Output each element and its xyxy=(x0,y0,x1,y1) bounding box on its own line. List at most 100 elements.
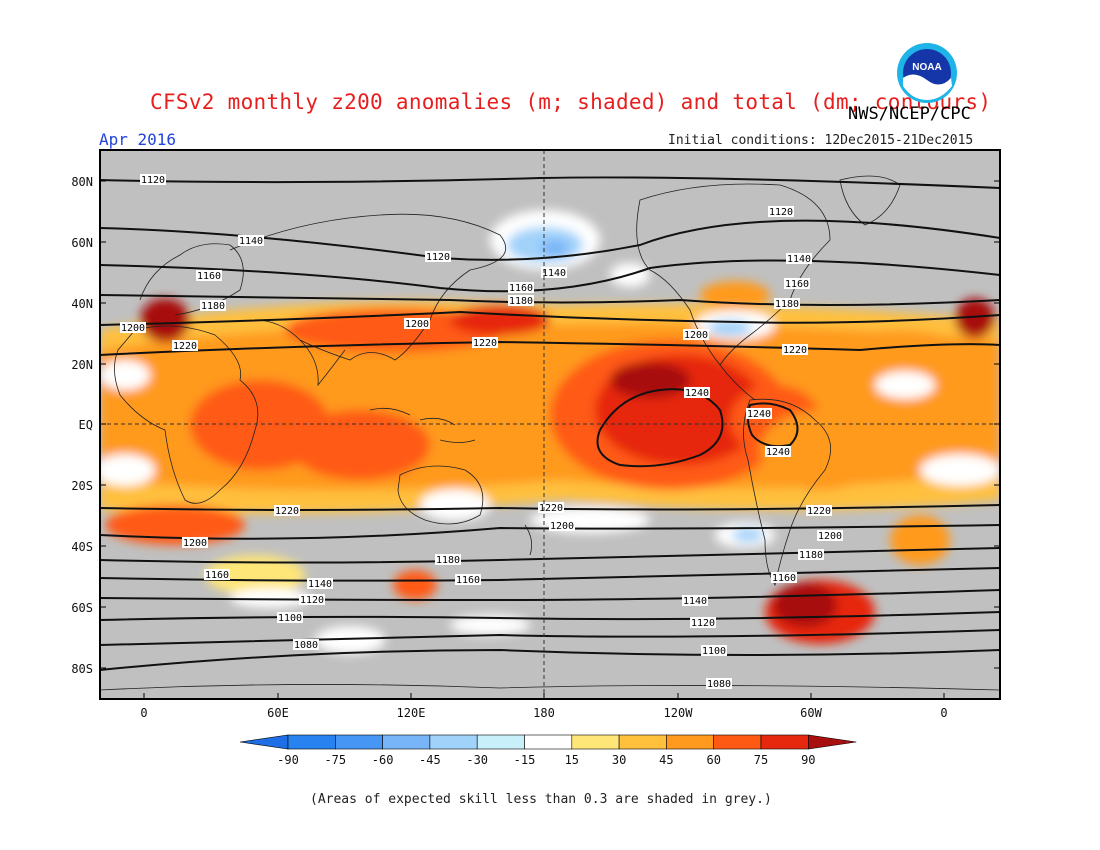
svg-text:1160: 1160 xyxy=(785,279,809,290)
svg-text:1200: 1200 xyxy=(550,521,574,532)
svg-text:1080: 1080 xyxy=(707,679,731,690)
contour-label: 1160 xyxy=(784,278,810,290)
contour-label: 1120 xyxy=(425,251,451,263)
lon-label: 120W xyxy=(664,706,694,720)
forecast-month: Apr 2016 xyxy=(99,130,177,149)
lon-label: 60W xyxy=(800,706,822,720)
svg-text:1220: 1220 xyxy=(173,341,197,352)
svg-text:1200: 1200 xyxy=(405,319,429,330)
lat-label: 40N xyxy=(71,297,93,311)
svg-text:1160: 1160 xyxy=(456,575,480,586)
svg-text:NOAA: NOAA xyxy=(912,62,941,73)
colorbar-tick-label: -45 xyxy=(419,753,441,767)
colorbar-segment xyxy=(713,734,762,750)
svg-text:1180: 1180 xyxy=(201,301,225,312)
colorbar-tick-label: 15 xyxy=(565,753,579,767)
contour-label: 1100 xyxy=(277,612,303,624)
lat-label: 80N xyxy=(71,175,93,189)
contour-label: 1240 xyxy=(746,408,772,420)
svg-text:1200: 1200 xyxy=(684,330,708,341)
contour-label: 1200 xyxy=(120,322,146,334)
color-bar: -90 -75 -60 -45 -30 -15 15 30 45 60 75 90 xyxy=(239,734,857,767)
svg-text:1100: 1100 xyxy=(702,646,726,657)
svg-text:1160: 1160 xyxy=(509,283,533,294)
contour-label: 1180 xyxy=(798,549,824,561)
svg-text:1220: 1220 xyxy=(539,503,563,514)
lat-label: 40S xyxy=(71,540,93,554)
svg-text:1140: 1140 xyxy=(683,596,707,607)
contour-label: 1220 xyxy=(806,505,832,517)
lon-label: 0 xyxy=(140,706,147,720)
contour-label: 1200 xyxy=(182,537,208,549)
svg-text:1240: 1240 xyxy=(747,409,771,420)
svg-text:1120: 1120 xyxy=(141,175,165,186)
coastlines xyxy=(100,175,1000,691)
colorbar-tick-label: 45 xyxy=(659,753,673,767)
longitude-axis: 0 60E 120E 180 120W 60W 0 xyxy=(140,706,947,720)
colorbar-arrow-high xyxy=(807,734,857,750)
contour-label: 1140 xyxy=(786,253,812,265)
contour-label: 1160 xyxy=(771,572,797,584)
colorbar-segment xyxy=(476,734,525,750)
contour-label: 1100 xyxy=(701,645,727,657)
lat-label: 20N xyxy=(71,358,93,372)
colorbar-segment xyxy=(666,734,715,750)
svg-text:1140: 1140 xyxy=(308,579,332,590)
contour-label: 1240 xyxy=(684,387,710,399)
contour-label: 1120 xyxy=(690,617,716,629)
colorbar-tick-label: -15 xyxy=(514,753,536,767)
contour-label: 1120 xyxy=(140,174,166,186)
svg-text:1200: 1200 xyxy=(818,531,842,542)
svg-text:1200: 1200 xyxy=(183,538,207,549)
svg-text:1220: 1220 xyxy=(275,506,299,517)
svg-text:1160: 1160 xyxy=(197,271,221,282)
svg-text:1180: 1180 xyxy=(799,550,823,561)
lon-label: 60E xyxy=(267,706,289,720)
lat-label: 60N xyxy=(71,236,93,250)
contour-label: 1140 xyxy=(238,235,264,247)
colorbar-tick-label: -75 xyxy=(324,753,346,767)
svg-text:1220: 1220 xyxy=(783,345,807,356)
lat-label: EQ xyxy=(79,418,93,432)
svg-text:1140: 1140 xyxy=(239,236,263,247)
colorbar-segment xyxy=(760,734,809,750)
initial-conditions: Initial conditions: 12Dec2015-21Dec2015 xyxy=(668,133,974,148)
contour-label: 1220 xyxy=(782,344,808,356)
noaa-logo: NOAA xyxy=(897,43,957,103)
contour-label: 1120 xyxy=(768,206,794,218)
lat-label: 80S xyxy=(71,662,93,676)
svg-text:1120: 1120 xyxy=(426,252,450,263)
lon-label: 180 xyxy=(533,706,555,720)
colorbar-segment xyxy=(618,734,667,750)
colorbar-segment xyxy=(524,734,573,750)
contour-label: 1180 xyxy=(508,295,534,307)
colorbar-tick-label: -90 xyxy=(277,753,299,767)
colorbar-tick-label: -60 xyxy=(372,753,394,767)
lat-label: 60S xyxy=(71,601,93,615)
contour-label: 1120 xyxy=(299,594,325,606)
contour-label: 1180 xyxy=(435,554,461,566)
svg-text:1100: 1100 xyxy=(278,613,302,624)
svg-text:1160: 1160 xyxy=(772,573,796,584)
contour-label: 1160 xyxy=(508,282,534,294)
contour-label: 1200 xyxy=(404,318,430,330)
contour-label: 1220 xyxy=(472,337,498,349)
svg-text:1120: 1120 xyxy=(769,207,793,218)
contour-label: 1200 xyxy=(817,530,843,542)
colorbar-segment xyxy=(571,734,620,750)
colorbar-arrow-low xyxy=(239,734,289,750)
colorbar-segment xyxy=(334,734,383,750)
svg-text:1200: 1200 xyxy=(121,323,145,334)
figure-title: CFSv2 monthly z200 anomalies (m; shaded)… xyxy=(150,90,992,114)
lat-label: 20S xyxy=(71,479,93,493)
contour-label: 1080 xyxy=(293,639,319,651)
contour-label: 1080 xyxy=(706,678,732,690)
colorbar-tick-label: -30 xyxy=(466,753,488,767)
svg-text:1140: 1140 xyxy=(542,268,566,279)
anomaly-shading xyxy=(100,210,1000,654)
contour-label: 1180 xyxy=(200,300,226,312)
svg-text:1220: 1220 xyxy=(473,338,497,349)
height-contours xyxy=(100,176,1000,671)
latitude-axis: 80N 60N 40N 20N EQ 20S 40S 60S 80S xyxy=(71,175,93,676)
